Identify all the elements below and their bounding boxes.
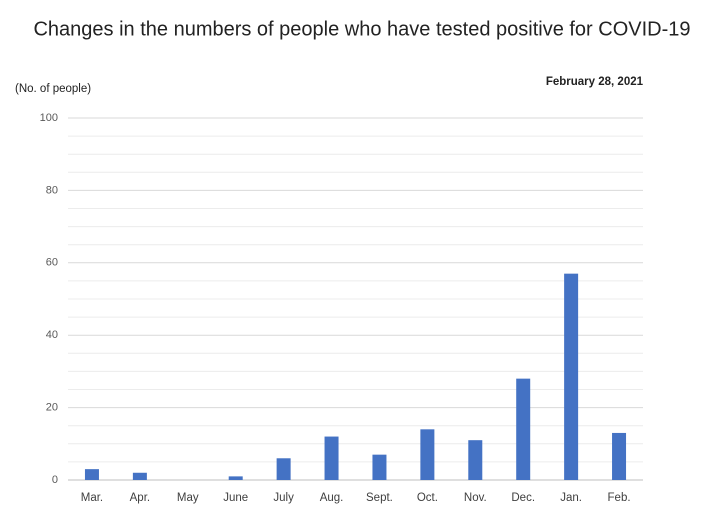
y-tick-label: 40: [46, 329, 58, 341]
chart-date: February 28, 2021: [546, 76, 644, 88]
y-tick-label: 80: [46, 184, 58, 196]
y-tick-label: 60: [46, 257, 58, 269]
bar: [324, 436, 339, 480]
x-tick-label: Dec.: [511, 492, 535, 504]
bar: [612, 432, 627, 480]
bar: [420, 429, 435, 480]
x-tick-label: Aug.: [320, 492, 344, 504]
bar: [564, 273, 579, 480]
x-tick-label: Sept.: [366, 492, 393, 504]
y-tick-label: 20: [46, 402, 58, 414]
x-tick-label: Nov.: [464, 492, 487, 504]
chart-title: Changes in the numbers of people who hav…: [33, 18, 690, 40]
bar: [132, 472, 147, 480]
x-tick-label: Mar.: [81, 492, 103, 504]
x-tick-label: May: [177, 492, 199, 504]
y-axis-label: (No. of people): [15, 83, 91, 95]
x-tick-label: June: [223, 492, 248, 504]
bar: [228, 476, 243, 480]
x-tick-label: Feb.: [608, 492, 631, 504]
bar: [276, 458, 291, 480]
bar: [84, 469, 99, 480]
bar: [516, 378, 531, 480]
x-tick-label: July: [273, 492, 294, 504]
bar: [468, 440, 483, 480]
x-tick-label: Oct.: [417, 492, 438, 504]
y-tick-label: 100: [40, 112, 58, 124]
bar: [372, 454, 387, 480]
y-tick-label: 0: [52, 474, 58, 486]
x-tick-label: Jan.: [560, 492, 582, 504]
x-tick-label: Apr.: [130, 492, 150, 504]
